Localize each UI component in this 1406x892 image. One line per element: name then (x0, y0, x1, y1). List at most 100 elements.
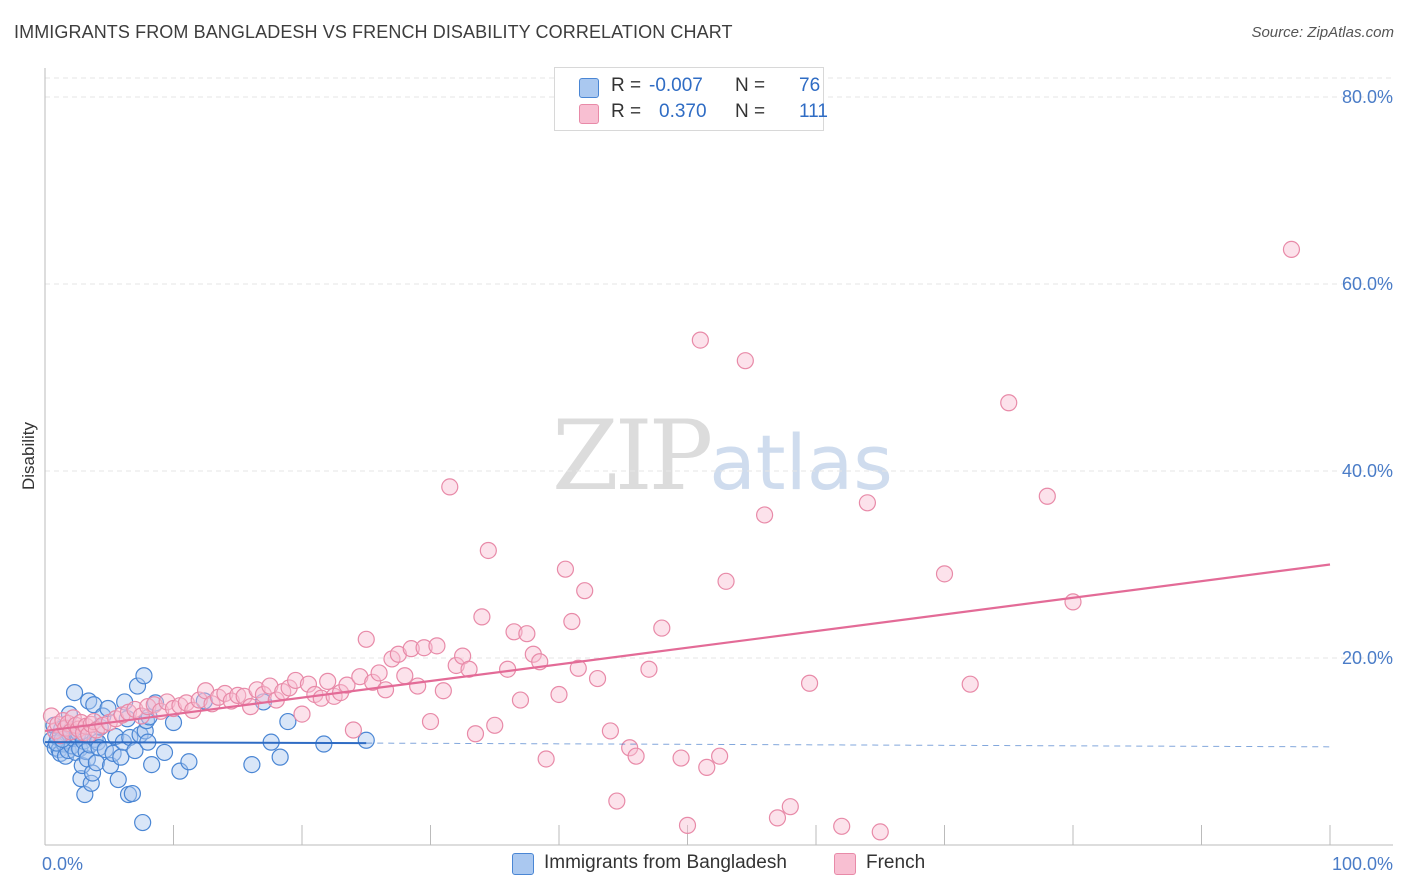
point-french (293, 705, 311, 723)
point-french (396, 667, 414, 685)
series-french-points (42, 240, 1301, 841)
y-axis-title: Disability (19, 421, 38, 490)
watermark-zip: ZIP (552, 400, 713, 512)
point-french (190, 691, 208, 709)
point-french (370, 664, 388, 682)
point-french (1038, 487, 1056, 505)
chart-title: IMMIGRANTS FROM BANGLADESH VS FRENCH DIS… (14, 22, 733, 42)
point-french (376, 681, 395, 699)
legend-r-value: 0.370 (659, 101, 707, 122)
point-bangladesh (180, 753, 198, 771)
point-french (434, 682, 452, 700)
point-french (479, 541, 497, 560)
trend-line-french (44, 563, 1331, 733)
point-french (569, 659, 587, 677)
point-french (736, 352, 754, 370)
point-bangladesh (279, 712, 297, 731)
point-french (421, 712, 440, 731)
bottom-legend-label: French (866, 852, 926, 873)
y-tick-label: 80.0% (1342, 87, 1393, 107)
y-tick-label: 60.0% (1342, 274, 1393, 294)
point-french (537, 750, 555, 768)
point-bangladesh (155, 743, 174, 762)
x-tick-label: 0.0% (42, 854, 83, 874)
point-french (691, 331, 709, 349)
legend-r-label: R = (611, 101, 642, 122)
point-french (364, 673, 382, 691)
point-french (653, 619, 671, 637)
point-bangladesh (135, 667, 153, 685)
point-bangladesh (112, 748, 130, 766)
point-french (717, 572, 735, 590)
point-bangladesh (357, 731, 375, 749)
point-bangladesh (65, 683, 84, 702)
x-tick-label: 100.0% (1332, 854, 1393, 874)
bottom-legend-swatch-blue (512, 853, 534, 875)
point-bangladesh (271, 748, 289, 766)
point-french (627, 747, 645, 765)
point-bangladesh (128, 677, 147, 695)
legend-r-label: R = (611, 75, 642, 96)
point-french (460, 660, 478, 678)
point-bangladesh (87, 754, 106, 772)
point-bangladesh (109, 770, 127, 789)
point-french (608, 792, 626, 810)
point-french (158, 693, 176, 711)
bottom-legend-label: Immigrants from Bangladesh (544, 852, 787, 873)
trend-line-bangladesh (44, 741, 367, 745)
point-french (550, 685, 568, 704)
point-french (1282, 240, 1301, 259)
correlation-legend: R = -0.007 N = 76 R = 0.370 N = 111 (554, 67, 828, 131)
point-french (711, 747, 729, 765)
point-french (556, 560, 575, 578)
point-french (357, 630, 375, 648)
point-french (961, 675, 979, 693)
point-french (126, 700, 144, 719)
point-french (1000, 394, 1018, 412)
bottom-legend-swatch-pink (834, 853, 856, 875)
point-french (505, 623, 523, 641)
point-french (678, 816, 697, 834)
point-french (871, 823, 889, 841)
point-french (344, 721, 362, 739)
point-bangladesh (123, 784, 141, 803)
axis-labels: 20.0% 40.0% 60.0% 80.0% 0.0% 100.0% Disability (19, 87, 1393, 874)
point-french (935, 565, 954, 583)
point-french (768, 809, 787, 827)
gridlines (45, 77, 1393, 659)
legend-n-label: N = (735, 101, 766, 122)
point-french (576, 582, 594, 600)
point-bangladesh (85, 696, 103, 714)
y-tick-label: 40.0% (1342, 461, 1393, 481)
point-french (672, 749, 690, 767)
watermark: ZIPatlas (552, 400, 893, 512)
trend-lines (44, 563, 1331, 748)
point-french (563, 612, 581, 631)
point-french (518, 625, 536, 643)
point-french (402, 640, 420, 658)
point-french (299, 675, 318, 693)
point-bangladesh (315, 735, 333, 753)
legend-swatch-blue (579, 78, 599, 98)
point-french (415, 639, 433, 657)
point-french (428, 637, 446, 655)
watermark-atlas: atlas (709, 418, 893, 507)
legend-r-value: -0.007 (649, 75, 703, 96)
point-french (338, 676, 356, 694)
point-french (466, 725, 485, 743)
point-french (447, 656, 465, 675)
point-french (640, 660, 658, 678)
point-french (755, 506, 774, 524)
point-french (473, 608, 491, 626)
point-french (800, 674, 819, 692)
point-french (511, 691, 530, 709)
point-french (601, 722, 620, 740)
point-french (139, 698, 157, 716)
legend-swatch-pink (579, 104, 599, 124)
point-french (441, 478, 459, 496)
trend-line-bangladesh-extension (366, 742, 1331, 748)
point-french (486, 716, 504, 734)
legend-n-value: 76 (799, 75, 821, 96)
point-french (833, 817, 851, 835)
point-french (319, 672, 337, 690)
